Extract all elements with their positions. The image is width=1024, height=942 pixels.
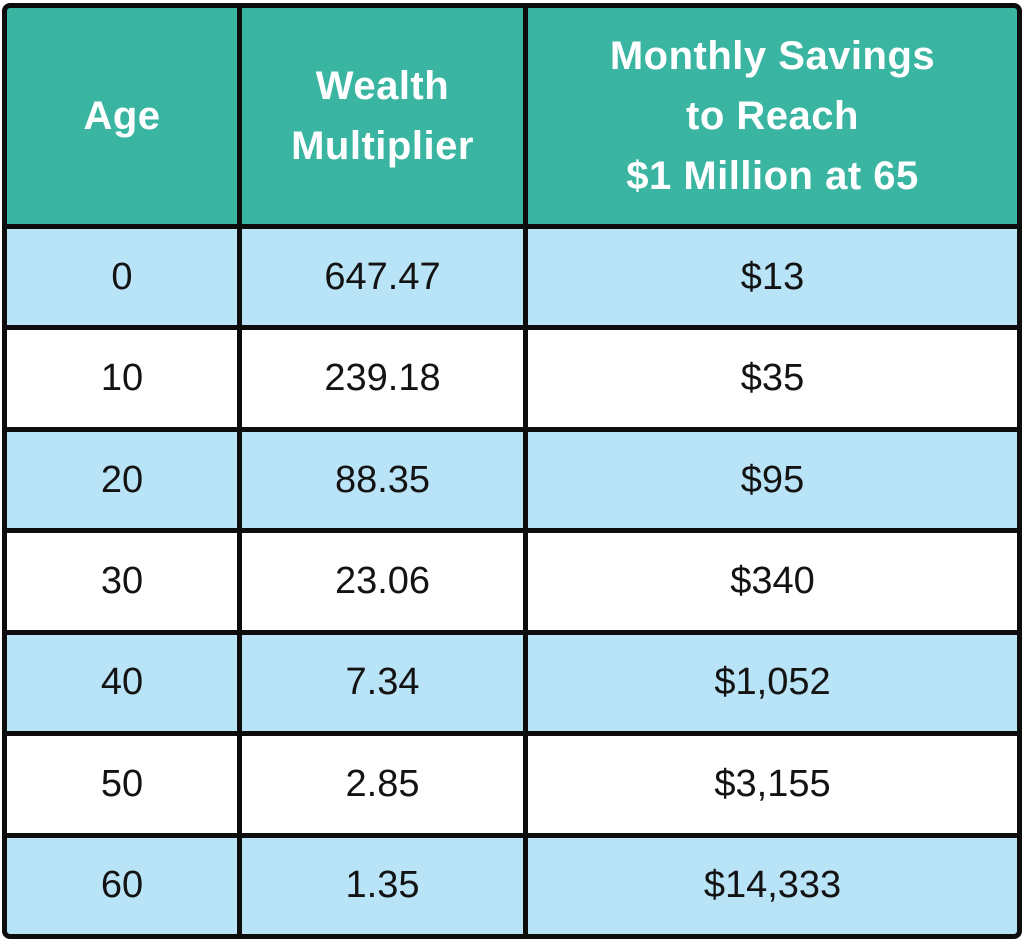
cell-multiplier-0: 647.47 xyxy=(242,229,523,326)
cell-savings-20: $95 xyxy=(528,431,1017,529)
cell-multiplier-60: 1.35 xyxy=(242,837,523,934)
cell-age-10: 10 xyxy=(7,330,237,427)
cell-multiplier-10: 239.18 xyxy=(242,330,523,427)
cell-savings-30: $340 xyxy=(528,533,1017,630)
cell-multiplier-30: 23.06 xyxy=(242,533,523,630)
cell-multiplier-20: 88.35 xyxy=(242,431,523,529)
header-cell-wealth-multiplier: Wealth Multiplier xyxy=(242,8,523,224)
cell-age-0: 0 xyxy=(7,229,237,326)
cell-multiplier-50: 2.85 xyxy=(242,736,523,833)
cell-savings-10: $35 xyxy=(528,330,1017,427)
header-label: Age xyxy=(83,94,161,138)
cell-savings-50: $3,155 xyxy=(528,736,1017,833)
header-label-line: to Reach xyxy=(686,94,859,138)
cell-age-30: 30 xyxy=(7,533,237,630)
cell-savings-40: $1,052 xyxy=(528,634,1017,732)
header-cell-age: Age xyxy=(7,8,237,224)
cell-age-60: 60 xyxy=(7,837,237,934)
cell-savings-60: $14,333 xyxy=(528,837,1017,934)
cell-multiplier-40: 7.34 xyxy=(242,634,523,732)
cell-savings-0: $13 xyxy=(528,229,1017,326)
header-cell-monthly-savings: Monthly Savings to Reach $1 Million at 6… xyxy=(528,8,1017,224)
wealth-multiplier-table: Age Wealth Multiplier Monthly Savings to… xyxy=(2,3,1022,939)
header-label-line: Monthly Savings xyxy=(609,34,936,78)
cell-age-50: 50 xyxy=(7,736,237,833)
header-label-line: Wealth xyxy=(315,64,450,108)
cell-age-20: 20 xyxy=(7,431,237,529)
cell-age-40: 40 xyxy=(7,634,237,732)
header-label-line: Multiplier xyxy=(291,124,474,168)
header-label-line: $1 Million at 65 xyxy=(626,154,919,198)
